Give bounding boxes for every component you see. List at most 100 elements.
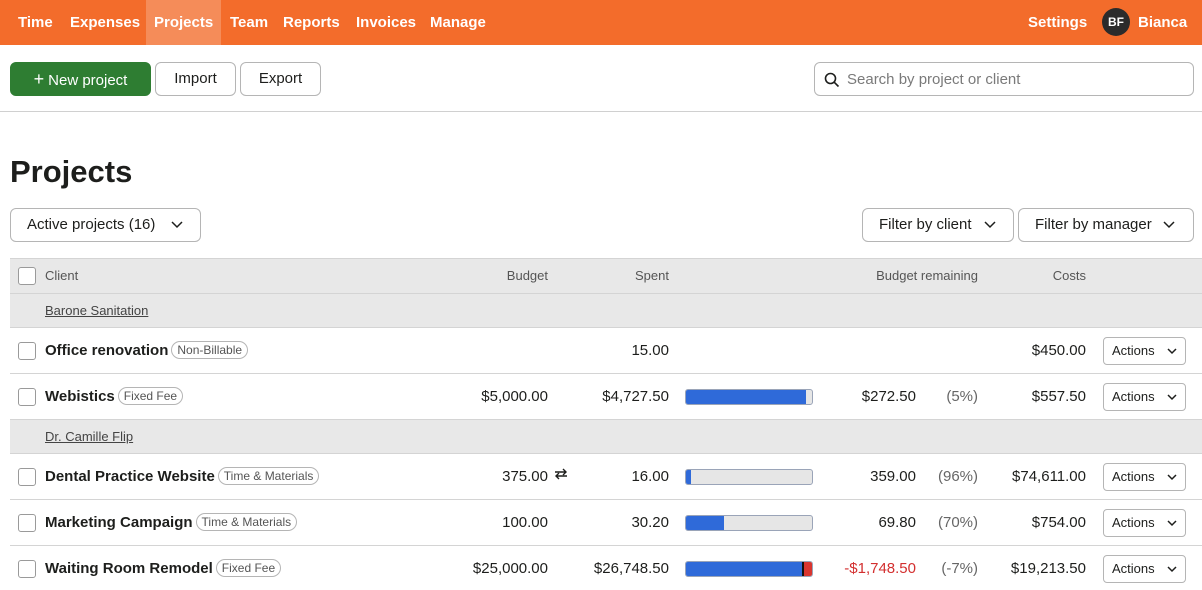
project-type-badge: Non-Billable bbox=[171, 341, 249, 359]
spent-value: $26,748.50 bbox=[593, 560, 669, 577]
client-link[interactable]: Dr. Camille Flip bbox=[45, 429, 134, 444]
nav-time[interactable]: Time bbox=[18, 14, 53, 31]
nav-team[interactable]: Team bbox=[230, 14, 269, 31]
search-input[interactable] bbox=[847, 63, 1187, 95]
row-checkbox[interactable] bbox=[18, 388, 36, 406]
plus-icon: + bbox=[33, 69, 45, 89]
project-type-badge: Time & Materials bbox=[217, 467, 320, 485]
recurring-budget-icon bbox=[555, 468, 567, 480]
export-button[interactable]: Export bbox=[240, 62, 321, 96]
costs-value: $754.00 bbox=[1031, 514, 1086, 531]
nav-manage[interactable]: Manage bbox=[430, 14, 486, 31]
actions-button[interactable]: Actions bbox=[1103, 463, 1186, 491]
user-name[interactable]: Bianca bbox=[1138, 14, 1188, 31]
header-spent[interactable]: Spent bbox=[635, 268, 669, 283]
actions-label: Actions bbox=[1112, 515, 1155, 530]
budget-progress-bar bbox=[685, 515, 813, 531]
table-header: Client Budget Spent Budget remaining Cos… bbox=[10, 258, 1202, 294]
select-all-checkbox[interactable] bbox=[18, 267, 36, 285]
nav-reports[interactable]: Reports bbox=[283, 14, 340, 31]
row-checkbox[interactable] bbox=[18, 514, 36, 532]
budget-progress-bar bbox=[685, 389, 813, 405]
search-box[interactable] bbox=[814, 62, 1194, 96]
actions-button[interactable]: Actions bbox=[1103, 509, 1186, 537]
nav-expenses[interactable]: Expenses bbox=[70, 14, 141, 31]
actions-label: Actions bbox=[1112, 561, 1155, 576]
project-type-badge: Time & Materials bbox=[195, 513, 298, 531]
client-filter-label: Filter by client bbox=[879, 216, 972, 233]
row-checkbox[interactable] bbox=[18, 560, 36, 578]
table-row: Marketing Campaign Time & Materials 100.0… bbox=[10, 500, 1202, 546]
project-name-cell: Marketing Campaign Time & Materials bbox=[45, 500, 298, 545]
progress-fill bbox=[686, 470, 692, 484]
header-budget[interactable]: Budget bbox=[506, 268, 548, 283]
remaining-value: -$1,748.50 bbox=[844, 560, 916, 577]
project-name[interactable]: Dental Practice Website bbox=[45, 468, 215, 485]
new-project-label: New project bbox=[48, 72, 128, 89]
chevron-down-icon bbox=[1167, 348, 1177, 355]
project-name-cell: Office renovation Non-Billable bbox=[45, 328, 249, 373]
table-row: Dental Practice Website Time & Materials … bbox=[10, 454, 1202, 500]
chevron-down-icon bbox=[984, 221, 996, 229]
costs-value: $557.50 bbox=[1031, 388, 1086, 405]
chevron-down-icon bbox=[1167, 520, 1177, 527]
table-row: Webistics Fixed Fee $5,000.00 $4,727.50 $… bbox=[10, 374, 1202, 420]
row-checkbox[interactable] bbox=[18, 468, 36, 486]
manager-filter-dropdown[interactable]: Filter by manager bbox=[1018, 208, 1194, 242]
project-type-badge: Fixed Fee bbox=[117, 387, 184, 405]
actions-button[interactable]: Actions bbox=[1103, 383, 1186, 411]
new-project-button[interactable]: + New project bbox=[10, 62, 151, 96]
header-costs[interactable]: Costs bbox=[1052, 268, 1086, 283]
client-group: Dr. Camille Flip bbox=[10, 420, 1202, 454]
status-filter-dropdown[interactable]: Active projects (16) bbox=[10, 208, 201, 242]
client-group: Barone Sanitation bbox=[10, 294, 1202, 328]
header-budget-remaining[interactable]: Budget remaining bbox=[876, 268, 978, 283]
project-name-cell: Webistics Fixed Fee bbox=[45, 374, 184, 419]
over-budget-fill bbox=[803, 562, 812, 576]
progress-fill bbox=[686, 390, 806, 404]
project-name[interactable]: Office renovation bbox=[45, 342, 169, 359]
budget-value: $25,000.00 bbox=[472, 560, 548, 577]
progress-fill bbox=[686, 516, 724, 530]
avatar[interactable]: BF bbox=[1102, 8, 1130, 36]
budget-value: 375.00 bbox=[502, 468, 548, 485]
actions-label: Actions bbox=[1112, 343, 1155, 358]
chevron-down-icon bbox=[1167, 566, 1177, 573]
spent-value: 30.20 bbox=[631, 514, 669, 531]
nav-invoices[interactable]: Invoices bbox=[356, 14, 417, 31]
chevron-down-icon bbox=[1163, 221, 1175, 229]
budget-progress-bar bbox=[685, 561, 813, 577]
costs-value: $450.00 bbox=[1031, 342, 1086, 359]
spent-value: $4,727.50 bbox=[602, 388, 669, 405]
nav-settings[interactable]: Settings bbox=[1028, 14, 1088, 31]
spent-value: 15.00 bbox=[631, 342, 669, 359]
table-row: Waiting Room Remodel Fixed Fee $25,000.00… bbox=[10, 546, 1202, 590]
header-client[interactable]: Client bbox=[45, 268, 79, 283]
spent-value: 16.00 bbox=[631, 468, 669, 485]
project-name[interactable]: Marketing Campaign bbox=[45, 514, 193, 531]
remaining-percent: (5%) bbox=[946, 388, 978, 405]
project-name-cell: Waiting Room Remodel Fixed Fee bbox=[45, 546, 282, 590]
client-filter-dropdown[interactable]: Filter by client bbox=[862, 208, 1014, 242]
top-nav: Time Expenses Projects Team Reports Invo… bbox=[0, 0, 1202, 45]
actions-button[interactable]: Actions bbox=[1103, 555, 1186, 583]
actions-label: Actions bbox=[1112, 469, 1155, 484]
nav-projects[interactable]: Projects bbox=[146, 0, 221, 45]
remaining-value: 359.00 bbox=[870, 468, 916, 485]
client-link[interactable]: Barone Sanitation bbox=[45, 303, 149, 318]
row-checkbox[interactable] bbox=[18, 342, 36, 360]
manager-filter-label: Filter by manager bbox=[1035, 216, 1152, 233]
project-name-cell: Dental Practice Website Time & Materials bbox=[45, 454, 320, 499]
remaining-value: 69.80 bbox=[878, 514, 916, 531]
status-filter-label: Active projects (16) bbox=[27, 216, 156, 233]
chevron-down-icon bbox=[171, 221, 183, 229]
import-button[interactable]: Import bbox=[155, 62, 236, 96]
actions-button[interactable]: Actions bbox=[1103, 337, 1186, 365]
budget-limit-marker bbox=[802, 562, 805, 576]
project-name[interactable]: Webistics bbox=[45, 388, 115, 405]
remaining-percent: (-7%) bbox=[941, 560, 978, 577]
budget-value: $5,000.00 bbox=[481, 388, 548, 405]
budget-progress-bar bbox=[685, 469, 813, 485]
page-title: Projects bbox=[10, 154, 133, 189]
project-name[interactable]: Waiting Room Remodel bbox=[45, 560, 213, 577]
